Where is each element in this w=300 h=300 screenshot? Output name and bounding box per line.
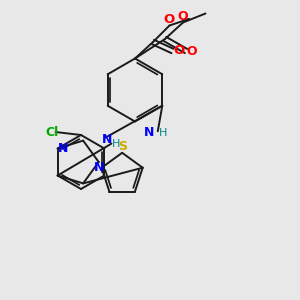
Text: N: N (58, 142, 68, 155)
Text: N: N (102, 133, 113, 146)
Text: S: S (118, 140, 127, 153)
Text: O: O (178, 10, 188, 23)
Text: O: O (173, 44, 185, 57)
Text: N: N (144, 126, 154, 139)
Text: O: O (186, 44, 197, 58)
Text: Cl: Cl (45, 125, 58, 139)
Text: O: O (164, 13, 175, 26)
Text: H: H (159, 128, 167, 138)
Text: N: N (94, 161, 104, 174)
Text: H: H (112, 139, 121, 148)
